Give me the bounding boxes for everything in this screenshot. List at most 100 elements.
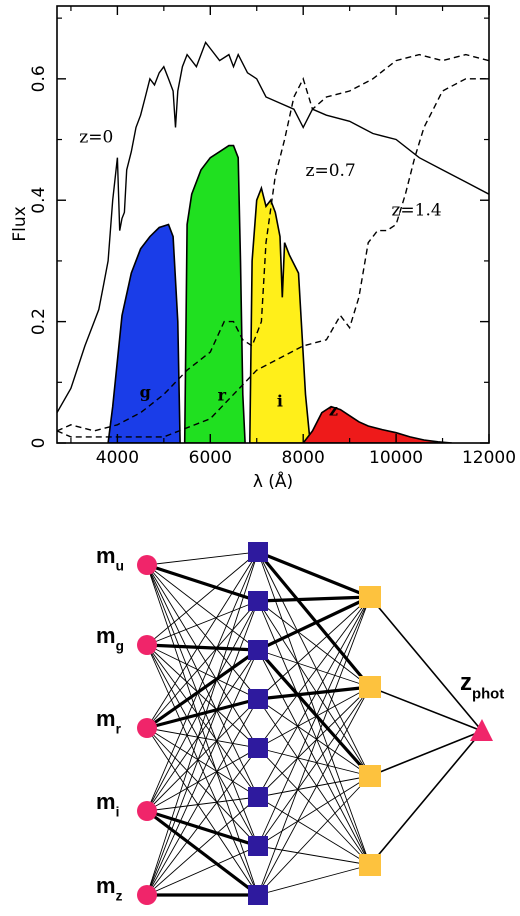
x-tick-label: 12000 [462,448,516,468]
x-tick-label: 10000 [369,448,423,468]
input-node [137,801,157,821]
filter-label: i [277,392,283,411]
network-edge [257,551,371,777]
filter-r-band [183,144,246,443]
network-edge [257,595,371,652]
x-tick-label: 8000 [282,448,325,468]
output-node [470,719,493,741]
y-tick-label: 0.2 [29,308,49,335]
input-node [137,635,157,655]
network-edge [257,596,371,847]
input-label-z: mz [96,873,123,904]
input-node [137,555,157,575]
hidden1-node [248,640,268,660]
hidden1-node [248,836,268,856]
network-edge [369,730,483,866]
x-tick-label: 4000 [96,448,139,468]
network-edge [257,596,371,896]
network-edge [146,697,259,730]
filter-g-band [107,223,181,443]
hidden2-node [359,586,381,608]
hidden2-node [359,765,381,787]
hidden2-node [359,676,381,698]
network-edge [257,775,371,798]
network-edge [257,775,371,896]
network-edge [257,747,371,866]
network-edge [257,596,371,749]
network-edge [257,775,371,847]
network-edge [257,649,371,866]
network-edge [257,864,371,896]
curve-labels: z=0 z=0.7 z=1.4 g r i z [79,128,441,420]
sed-z07-line [57,53,489,432]
hidden1-node [248,542,268,562]
network-edge [146,796,259,896]
input-label-u: mu [96,543,124,574]
network-edge [146,551,259,566]
filter-label: g [140,382,151,401]
hidden1-node [248,885,268,905]
network-labels: mu mg mr mi mz zphot [96,543,504,904]
network-edge [146,747,259,812]
network-edge [146,600,259,812]
hidden1-node [248,787,268,807]
input-node [137,885,157,905]
output-label-zphot: zphot [460,669,504,702]
network-edge [257,596,371,700]
network-edge [256,648,372,778]
curve-label: z=0.7 [306,161,356,181]
hidden1-node [248,689,268,709]
network-edge [146,551,259,646]
hidden1-node [248,591,268,611]
network-edge [146,551,259,812]
network-edge [257,698,371,866]
network-edge [257,796,371,866]
network-edge [146,698,259,812]
y-tick-label: 0.4 [29,187,49,214]
spectrum-plot: 4000 6000 8000 10000 12000 00.20.40.6 z=0z=0… [10,5,516,492]
network-edge [257,600,371,866]
network-edge [146,727,259,896]
y-axis-ticks: 0 0.2 0.4 0.6 [29,17,489,448]
network-edge [146,551,259,896]
network-edge [257,600,371,777]
x-axis-label: λ (Å) [253,470,293,492]
network-edge [257,595,371,603]
network-connections [146,550,483,897]
network-edge [146,809,259,897]
network-edge [257,698,371,777]
network-edge [146,796,259,812]
neural-network-diagram: mu mg mr mi mz zphot [96,542,504,905]
sed-z14-line [57,78,489,438]
network-nodes [137,542,493,905]
network-edge [146,644,259,847]
network-edge [146,600,259,896]
network-edge [257,686,371,749]
x-tick-label: 6000 [189,448,232,468]
network-edge [257,551,371,866]
network-edge [257,649,371,688]
hidden2-node [359,854,381,876]
network-edge [257,686,371,896]
network-edge [146,727,259,798]
network-edge [369,686,483,732]
curve-label: z=1.4 [391,200,441,220]
x-axis-ticks: 4000 6000 8000 10000 12000 [70,6,516,468]
input-label-g: mg [96,623,124,654]
filter-label: r [218,386,227,405]
sed-curves [57,40,489,438]
network-edge [146,809,259,848]
network-edge [256,550,372,689]
curve-label: z=0 [79,128,113,148]
input-label-i: mi [96,789,119,820]
network-edge [146,727,259,749]
filter-z-band [302,405,452,443]
network-edge [146,648,259,730]
network-edge [146,600,259,729]
network-edge [146,551,259,729]
filter-label: z [329,401,338,420]
network-edge [146,649,259,812]
network-edge [146,727,259,847]
network-edge [257,686,371,847]
